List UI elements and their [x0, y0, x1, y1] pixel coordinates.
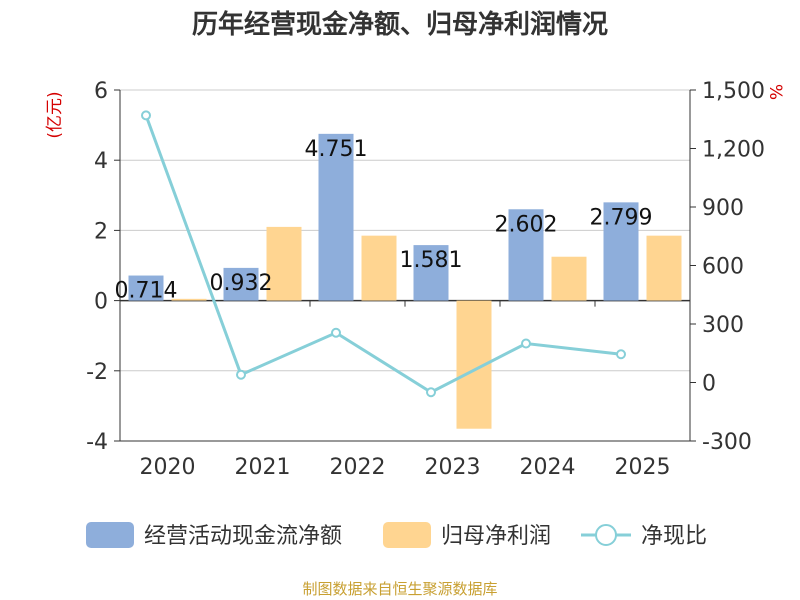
legend-label-profit: 归母净利润	[441, 524, 551, 549]
x-tick-label: 2023	[425, 455, 481, 480]
right-tick-label: 900	[702, 196, 744, 221]
ratio-point[interactable]	[426, 387, 436, 398]
x-tick-label: 2020	[140, 455, 196, 480]
right-tick-label: 300	[702, 313, 744, 338]
ratio-point[interactable]	[521, 338, 531, 349]
profit-bar[interactable]	[646, 235, 682, 301]
cash-data-label: 2.602	[495, 212, 558, 237]
legend-label-ratio: 净现比	[641, 524, 707, 549]
left-tick-label: -2	[86, 360, 108, 385]
cash-bar[interactable]	[318, 133, 354, 301]
right-tick-label: 0	[702, 372, 716, 397]
x-tick-label: 2022	[330, 455, 386, 480]
left-axis-unit: (亿元)	[45, 91, 65, 138]
cash-data-label: 2.799	[590, 205, 653, 230]
data-labels: 0.714 0.932 4.751 1.581 2.602 2.799	[115, 137, 653, 304]
legend-item-cash[interactable]: 经营活动现金流净额	[86, 522, 342, 549]
cash-data-label: 1.581	[400, 248, 463, 273]
data-source-note: 制图数据来自恒生聚源数据库	[302, 580, 498, 598]
ratio-line	[141, 110, 626, 398]
right-tick-label: 600	[702, 255, 744, 280]
cash-bar[interactable]	[413, 245, 449, 301]
ratio-point[interactable]	[141, 110, 151, 121]
profit-bar[interactable]	[551, 256, 587, 301]
cash-data-label: 0.932	[210, 271, 273, 296]
profit-bar[interactable]	[361, 235, 397, 301]
legend-item-ratio[interactable]: 净现比	[581, 524, 707, 549]
profit-bar[interactable]	[171, 298, 207, 301]
cash-data-label: 4.751	[305, 137, 368, 162]
right-tick-label: 1,500	[702, 79, 765, 104]
right-axis-unit: %	[765, 84, 785, 100]
x-tick-label: 2025	[615, 455, 671, 480]
cash-bar[interactable]	[603, 202, 639, 301]
legend[interactable]: 经营活动现金流净额 归母净利润 净现比	[86, 522, 707, 549]
x-tick-label: 2024	[520, 455, 576, 480]
legend-swatch-cash	[86, 522, 134, 548]
legend-label-cash: 经营活动现金流净额	[144, 524, 342, 549]
ratio-polyline	[144, 114, 622, 394]
x-tick-label: 2021	[235, 455, 291, 480]
ratio-point[interactable]	[331, 327, 341, 338]
chart-title: 历年经营现金净额、归母净利润情况	[191, 10, 608, 40]
left-tick-label: -4	[86, 430, 108, 455]
cash-bar[interactable]	[508, 209, 544, 301]
cash-data-label: 0.714	[115, 279, 178, 304]
legend-swatch-profit	[383, 522, 431, 548]
ratio-point[interactable]	[616, 349, 626, 360]
left-tick-label: 2	[94, 219, 108, 244]
ratio-point[interactable]	[236, 369, 246, 380]
left-tick-label: 0	[94, 290, 108, 315]
left-tick-label: 4	[94, 149, 108, 174]
profit-bar[interactable]	[266, 226, 302, 301]
cash-bar[interactable]	[128, 275, 164, 301]
right-tick-label: -300	[702, 430, 752, 455]
right-tick-label: 1,200	[702, 138, 765, 163]
legend-swatch-ratio-marker	[595, 524, 617, 546]
legend-item-profit[interactable]: 归母净利润	[383, 522, 551, 549]
axes: -4 -2 0 2 4 6 -300 0 300 600 900 1,200 1,500 2020 2021…	[45, 79, 785, 480]
cash-bar[interactable]	[223, 267, 259, 301]
left-tick-label: 6	[94, 79, 108, 104]
